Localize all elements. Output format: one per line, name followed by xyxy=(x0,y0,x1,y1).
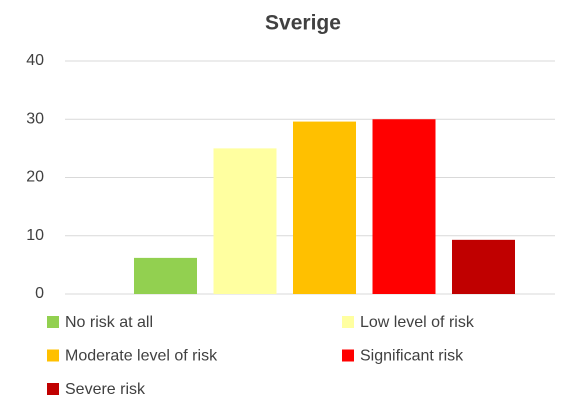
legend-label: Low level of risk xyxy=(360,314,475,331)
legend-label: Severe risk xyxy=(65,381,146,398)
y-tick-label: 0 xyxy=(35,285,44,302)
bar xyxy=(452,239,515,294)
legend-swatch xyxy=(47,349,59,362)
legend-label: Significant risk xyxy=(360,348,464,365)
legend-swatch xyxy=(47,383,59,395)
bar xyxy=(213,148,277,294)
bar xyxy=(293,121,356,294)
legend-label: No risk at all xyxy=(65,314,153,331)
bar xyxy=(372,119,436,294)
chart-title: Sverige xyxy=(265,12,341,35)
bar xyxy=(134,257,197,294)
y-tick-label: 10 xyxy=(26,227,44,244)
legend-swatch xyxy=(47,316,59,328)
y-tick-label: 40 xyxy=(26,52,44,69)
legend-swatch xyxy=(342,316,354,328)
legend-label: Moderate level of risk xyxy=(65,348,218,365)
y-tick-label: 20 xyxy=(26,169,44,186)
legend-swatch xyxy=(342,349,354,362)
y-tick-label: 30 xyxy=(26,110,44,127)
